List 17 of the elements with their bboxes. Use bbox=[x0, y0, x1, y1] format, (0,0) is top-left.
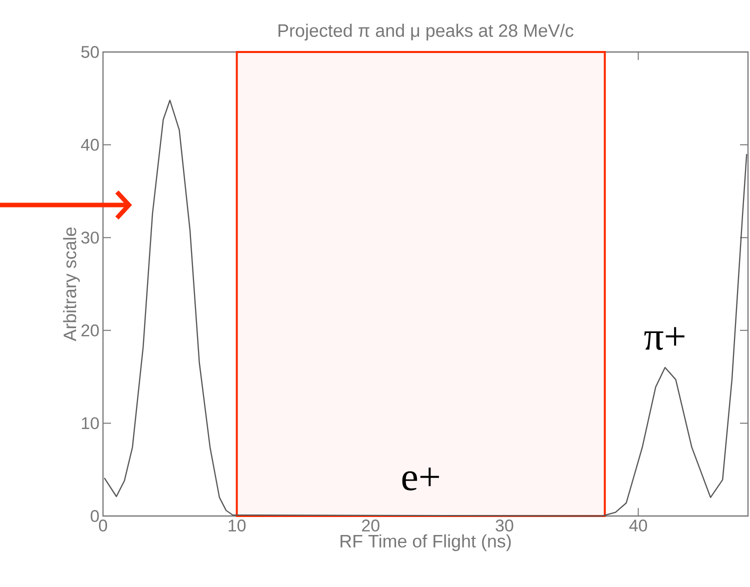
y-axis-title: Arbitrary scale bbox=[63, 228, 80, 342]
x-tick-label: 20 bbox=[362, 520, 380, 532]
band-label: e+ bbox=[402, 468, 439, 490]
x-tick-label: 40 bbox=[629, 520, 648, 532]
x-tick-label: 0 bbox=[98, 520, 108, 532]
y-tick-label: 50 bbox=[81, 46, 99, 58]
x-tick-label: 10 bbox=[228, 520, 246, 532]
y-tick-label: 0 bbox=[90, 510, 99, 522]
annotation: π+ bbox=[644, 327, 684, 350]
y-tick-label: 10 bbox=[82, 417, 99, 430]
y-tick-label: 40 bbox=[81, 138, 99, 151]
x-axis-title: RF Time of Flight (ns) bbox=[340, 534, 511, 552]
line-series bbox=[104, 100, 748, 517]
y-tick-label: 30 bbox=[81, 232, 99, 244]
y-tick-label: 20 bbox=[82, 324, 99, 336]
chart-title: Projected π and μ peaks at 28 MeV/c bbox=[278, 24, 574, 40]
x-tick-label: 30 bbox=[496, 520, 514, 532]
